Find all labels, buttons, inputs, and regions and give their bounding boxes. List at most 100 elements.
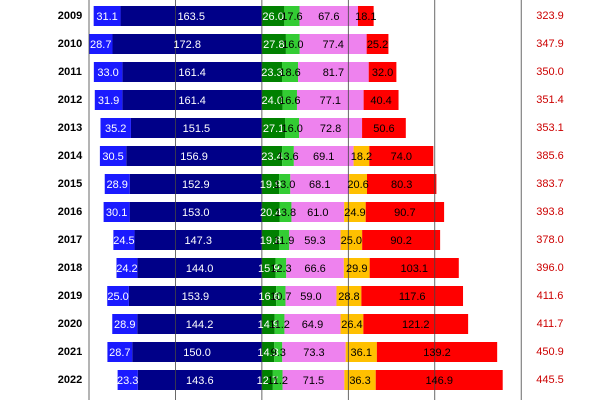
bar-segment [285,118,300,138]
data-label: 24.0 [262,95,283,107]
bar-segment [296,90,364,110]
bar-segment [137,370,262,390]
bar-segment [358,6,374,26]
total-label: 450.9 [536,346,564,358]
bar-segment [285,286,337,306]
data-label: 80.3 [391,179,412,191]
plot-area [89,6,503,390]
bar-segment [363,90,399,110]
data-label: 151.5 [183,123,211,135]
bar-segment [261,118,286,138]
data-label: 144.2 [186,319,214,331]
bar-segment [94,90,123,110]
total-label: 393.8 [536,206,564,218]
data-label: 31.9 [98,95,119,107]
bar-segment [344,202,366,222]
data-label: 30.1 [106,207,127,219]
bar-segment [290,174,350,194]
bar-segment [340,314,364,334]
bar-segment [282,90,297,110]
total-label: 353.1 [536,122,564,134]
data-label: 59.0 [300,291,321,303]
bar-segment [272,370,283,390]
y-tick-label: 2014 [58,150,83,162]
bar-segment [279,174,291,194]
data-label: 161.4 [178,67,206,79]
data-label: 12.7 [257,375,278,387]
data-label: 25.2 [367,39,388,51]
data-label: 26.0 [262,11,283,23]
data-label: 15.9 [258,263,279,275]
data-label: 35.2 [105,123,126,135]
data-label: 23.3 [261,67,282,79]
data-label: 67.6 [318,11,339,23]
data-label: 71.5 [303,375,324,387]
bar-segment [298,62,369,82]
bar-segment [104,174,130,194]
y-tick-label: 2017 [58,234,82,246]
bar-segment [129,174,262,194]
data-label: 24.5 [113,235,134,247]
total-label: 411.6 [537,290,564,302]
data-label: 163.5 [177,11,205,23]
bar-segment [366,174,437,194]
bar-segment [336,286,362,306]
data-label: 18.1 [355,11,376,23]
bar-segment [285,34,300,54]
bar-segment [278,230,290,250]
data-label: 18.6 [279,67,300,79]
bar-segment [361,286,464,306]
bar-segment [362,230,441,250]
y-tick-label: 2021 [58,346,82,358]
data-label: 74.0 [391,151,412,163]
y-tick-label: 2013 [58,122,82,134]
data-label: 26.4 [341,319,362,331]
data-label: 9.3 [271,347,286,359]
bar-segment [261,146,283,166]
data-label: 139.2 [423,347,451,359]
bar-segment [116,258,138,278]
bar-segment [284,6,300,26]
data-label: 13.0 [274,179,295,191]
data-label: 31.1 [96,11,117,23]
total-label: 411.7 [537,318,564,330]
bar-segment [120,6,262,26]
y-tick-label: 2011 [58,66,82,78]
bar-segment [274,314,285,334]
bar-segment [368,62,397,82]
bar-segment [261,286,277,306]
data-label: 11.2 [267,375,288,387]
bar-segment [137,258,262,278]
data-label: 153.0 [182,207,210,219]
data-label: 25.0 [341,235,362,247]
total-label: 385.6 [536,150,564,162]
data-label: 24.2 [116,263,137,275]
data-label: 59.3 [304,235,325,247]
bar-segment [93,62,123,82]
y-tick-label: 2018 [58,262,82,274]
total-label: 396.0 [536,262,564,274]
data-label: 14.9 [258,319,279,331]
bar-segment [93,6,121,26]
bar-segment [112,34,262,54]
bar-segment [89,34,113,54]
data-label: 153.9 [182,291,210,303]
data-label: 64.9 [302,319,323,331]
bar-segment [261,258,276,278]
bar-segment [113,230,135,250]
data-label: 28.7 [90,39,111,51]
data-label: 143.6 [186,375,214,387]
bar-segment [100,118,131,138]
data-label: 36.3 [349,375,370,387]
data-label: 172.8 [173,39,201,51]
bar-segment [107,342,133,362]
bar-segment [112,314,138,334]
data-label: 103.1 [400,263,428,275]
bar-segment [282,146,294,166]
y-tick-label: 2016 [58,206,82,218]
bar-segment [261,370,273,390]
data-label: 156.9 [180,151,208,163]
data-label: 77.1 [320,95,341,107]
data-label: 90.7 [394,207,415,219]
data-label: 16.0 [282,39,303,51]
